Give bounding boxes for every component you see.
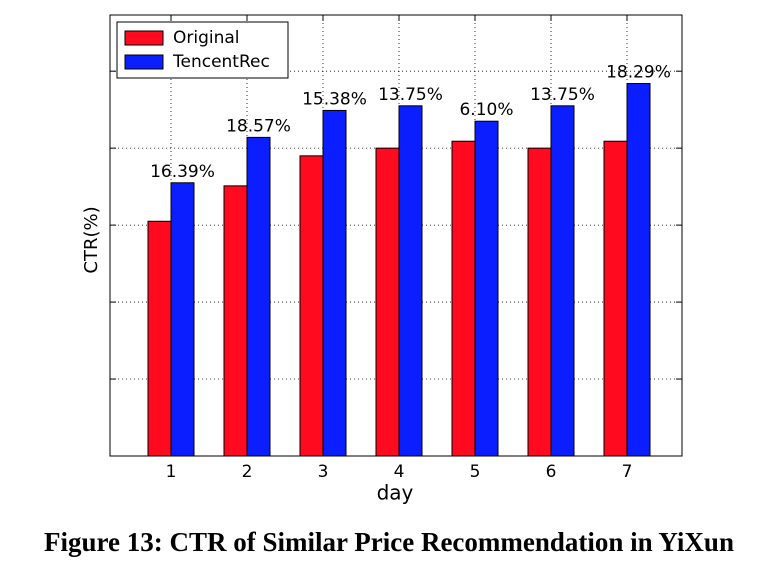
x-tick-label: 6 [546, 462, 557, 482]
improvement-label: 13.75% [530, 85, 595, 105]
bar [603, 140, 628, 457]
caption: Figure 13: CTR of Similar Price Recommen… [44, 527, 734, 557]
x-tick-label: 1 [166, 462, 177, 482]
bar [170, 182, 195, 457]
bar [246, 136, 271, 457]
y-axis-label: CTR(%) [81, 206, 102, 273]
improvement-label: 15.38% [302, 89, 367, 109]
bar [322, 109, 347, 457]
legend-swatch [124, 54, 164, 70]
improvement-label: 13.75% [378, 85, 443, 105]
bar [451, 140, 476, 457]
plot-frame [109, 14, 683, 457]
bar [550, 105, 575, 457]
bar [527, 147, 552, 457]
bar [626, 82, 651, 457]
x-axis-label: day [377, 481, 414, 505]
bar [299, 155, 324, 457]
bar [474, 120, 499, 457]
improvement-label: 18.57% [226, 116, 291, 136]
legend-swatch [124, 30, 164, 46]
improvement-label: 6.10% [459, 100, 513, 120]
x-tick-label: 7 [622, 462, 633, 482]
legend-label: Original [173, 28, 240, 48]
legend-label: TencentRec [172, 52, 270, 72]
x-tick-label: 2 [242, 462, 253, 482]
x-tick-label: 4 [394, 462, 405, 482]
bar [375, 147, 400, 457]
bar [147, 220, 172, 457]
improvement-label: 18.29% [606, 62, 671, 82]
improvement-label: 16.39% [150, 162, 215, 182]
bar [398, 105, 423, 457]
bar [223, 185, 248, 457]
x-tick-label: 3 [318, 462, 329, 482]
x-tick-label: 5 [470, 462, 481, 482]
